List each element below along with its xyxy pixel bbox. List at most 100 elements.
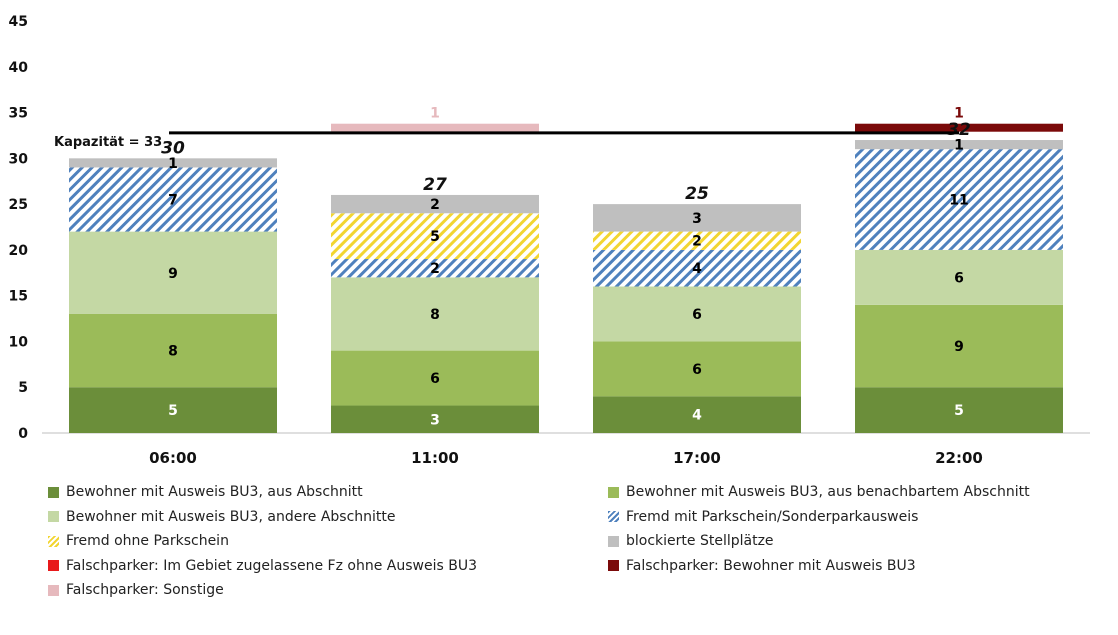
legend-item: Fremd mit Parkschein/Sonderparkausweis (608, 509, 918, 525)
bar-segment (855, 304, 1063, 388)
legend-swatch (608, 535, 619, 547)
bar-segment-label: 4 (692, 261, 702, 277)
bar-segment-label: 9 (168, 266, 178, 282)
legend-item: Bewohner mit Ausweis BU3, aus benachbart… (608, 484, 1030, 500)
y-tick-label: 15 (9, 289, 28, 305)
bar-segment-label: 7 (168, 193, 178, 209)
legend-swatch (48, 535, 59, 547)
bar-segment (331, 405, 539, 433)
y-tick-label: 25 (9, 197, 28, 213)
bar-segment-label: 6 (954, 270, 964, 286)
bar-segment (855, 140, 1063, 150)
bar-segment (69, 313, 277, 388)
y-tick-label: 0 (18, 426, 28, 442)
bar-segment (855, 387, 1063, 433)
legend-label: blockierte Stellplätze (626, 533, 774, 549)
bar-segment-label: 8 (430, 307, 440, 323)
y-tick-label: 35 (9, 106, 28, 122)
bar-segment (69, 167, 277, 232)
bar-segment (331, 213, 539, 260)
bar-segment (855, 249, 1063, 305)
bar-segment-label: 6 (692, 362, 702, 378)
y-tick-label: 30 (9, 151, 29, 167)
legend-item: Falschparker: Bewohner mit Ausweis BU3 (608, 558, 916, 574)
legend-label: Fremd ohne Parkschein (66, 533, 229, 549)
bar-total-label: 27 (423, 175, 447, 195)
legend-item: Falschparker: Im Gebiet zugelassene Fz o… (48, 558, 477, 574)
legend-label: Falschparker: Sonstige (66, 582, 224, 598)
overflow-label: 1 (430, 106, 440, 122)
legend-label: Bewohner mit Ausweis BU3, aus benachbart… (626, 484, 1030, 500)
bar-segment (69, 231, 277, 314)
bar-segment (593, 286, 801, 342)
bar-segment-label: 3 (692, 211, 702, 227)
capacity-layer: Kapazität = 33 (54, 131, 959, 150)
bar-segment (593, 204, 801, 232)
x-tick-label: 11:00 (411, 449, 459, 467)
bar-segment-label: 8 (168, 344, 178, 360)
legend-label: Fremd mit Parkschein/Sonderparkausweis (626, 508, 919, 525)
bar-segment-label: 5 (168, 403, 178, 419)
bar-segment-label: 1 (954, 138, 964, 154)
legend-swatch (48, 560, 59, 571)
bar-segment (331, 277, 539, 351)
legend-swatch (48, 511, 59, 522)
overflow-label: 1 (954, 106, 964, 122)
legend-item: Bewohner mit Ausweis BU3, aus Abschnitt (48, 484, 363, 500)
bar-segment (331, 350, 539, 406)
bar-segment-label: 4 (692, 408, 702, 424)
bar-segment-label: 2 (430, 261, 440, 277)
bar-segment (69, 387, 277, 433)
y-tick-label: 5 (18, 380, 28, 396)
legend-item: blockierte Stellplätze (608, 533, 774, 549)
x-tick-label: 17:00 (673, 449, 721, 467)
legend-item: Falschparker: Sonstige (48, 582, 224, 598)
y-tick-label: 20 (9, 243, 29, 259)
bar-total-label: 25 (685, 184, 709, 204)
bar-segment-label: 9 (954, 339, 964, 355)
bar-segment (593, 396, 801, 433)
y-tick-label: 10 (9, 334, 29, 350)
legend-swatch (608, 511, 619, 522)
bar-segment-label: 6 (692, 307, 702, 323)
y-tick-label: 45 (9, 14, 28, 30)
bar-segment-label: 2 (692, 234, 702, 250)
bar-segment (593, 231, 801, 250)
bar-segment-label: 2 (430, 197, 440, 213)
bar-segment (69, 158, 277, 168)
bar-segment (593, 249, 801, 287)
bars-layer (69, 123, 1063, 433)
legend-label: Bewohner mit Ausweis BU3, andere Abschni… (66, 508, 396, 525)
legend-swatch (608, 560, 619, 571)
bar-segment-label: 3 (430, 412, 440, 428)
bar-segment-label: 5 (430, 229, 440, 245)
legend-swatch (48, 584, 59, 596)
y-tick-label: 40 (9, 60, 29, 76)
bar-segment (331, 194, 539, 214)
bar-segment (593, 341, 801, 397)
legend-swatch (608, 486, 619, 498)
bar-total-label: 30 (161, 138, 185, 158)
capacity-label: Kapazität = 33 (54, 135, 162, 150)
overflow-bar (331, 123, 539, 132)
legend-item: Bewohner mit Ausweis BU3, andere Abschni… (48, 509, 396, 525)
legend-item: Fremd ohne Parkschein (48, 533, 229, 549)
bar-total-label: 32 (947, 120, 971, 140)
legend-label: Falschparker: Im Gebiet zugelassene Fz o… (66, 557, 477, 574)
bar-segment (331, 259, 539, 278)
bar-segment-label: 6 (430, 371, 440, 387)
x-tick-label: 22:00 (935, 449, 983, 467)
x-tick-label: 06:00 (149, 449, 197, 467)
legend-swatch (48, 486, 59, 498)
chart-legend: Bewohner mit Ausweis BU3, aus Abschnitt B… (0, 478, 1118, 635)
bar-segment (855, 149, 1063, 250)
overflow-bar (855, 123, 1063, 132)
bar-segment-label: 1 (168, 156, 178, 172)
bar-segment-label: 11 (949, 193, 968, 209)
bar-segment-label: 5 (954, 403, 964, 419)
legend-label: Bewohner mit Ausweis BU3, aus Abschnitt (66, 484, 363, 500)
legend-label: Falschparker: Bewohner mit Ausweis BU3 (626, 557, 916, 574)
